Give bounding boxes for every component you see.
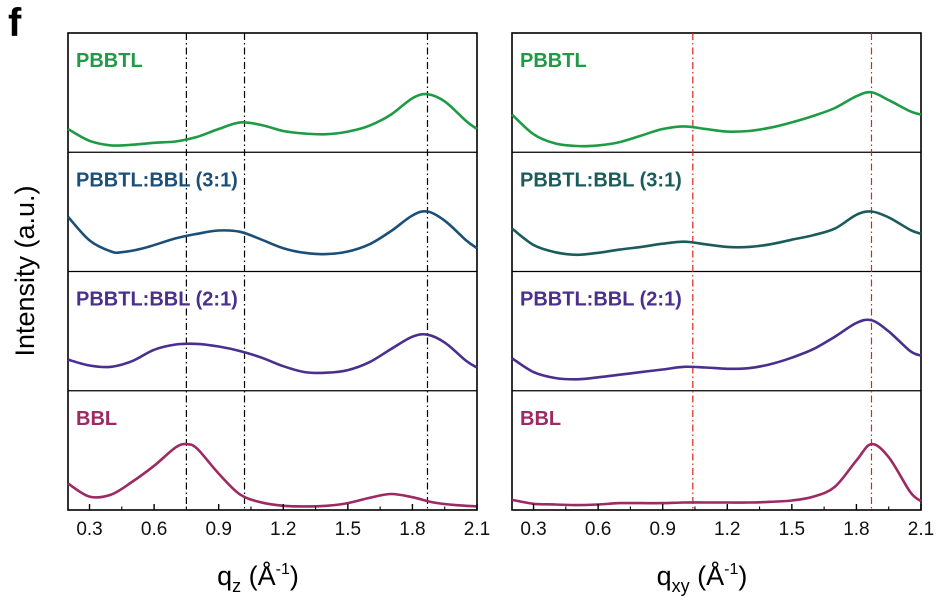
x-tick-label: 1.5	[335, 519, 361, 540]
x-tick-label: 0.6	[141, 519, 167, 540]
series-label: PBBTL	[76, 50, 143, 72]
x-axis-label-qz-sub: z	[232, 576, 241, 596]
series-line	[511, 210, 922, 257]
x-tick-label: 0.3	[76, 519, 102, 540]
x-axis-label-qxy-base: q	[657, 561, 672, 591]
panel-letter: f	[8, 1, 22, 45]
x-tick-label: 1.2	[714, 519, 740, 540]
x-axis-label-qxy: qxy (Å-1)	[657, 560, 748, 596]
x-axis-label-qz-unit: (Å	[241, 560, 276, 591]
series-label: PBBTL:BBL (2:1)	[520, 289, 682, 311]
x-axis-label-qxy-sup: -1	[724, 561, 738, 578]
x-axis-label-qxy-sub: xy	[672, 576, 690, 596]
series-line	[511, 90, 922, 148]
series-label: PBBTL	[520, 50, 587, 72]
x-tick-label: 0.3	[520, 519, 546, 540]
series-line	[511, 318, 922, 381]
x-axis-label-qz-base: q	[217, 561, 232, 591]
chart-qz: PBBTL PBBTL:BBL (3:1) PBBTL:BBL (2:1) BBL 0.…	[67, 32, 490, 540]
x-axis-label-qz-sup: -1	[276, 561, 290, 578]
series-line	[67, 332, 478, 375]
x-axis-label-qz-close: )	[290, 561, 299, 591]
x-tick-label: 0.9	[649, 519, 675, 540]
x-tick-label: 1.8	[399, 519, 425, 540]
x-tick-label: 0.9	[205, 519, 231, 540]
x-tick-label: 2.1	[908, 519, 934, 540]
x-axis-label-qxy-unit: (Å	[690, 560, 725, 591]
x-axis-label-qz: qz (Å-1)	[217, 560, 299, 596]
series-line	[67, 442, 478, 508]
x-tick-label: 1.8	[843, 519, 869, 540]
x-axis-label-qxy-close: )	[738, 561, 747, 591]
series-line	[67, 92, 478, 147]
x-tick-label: 1.2	[270, 519, 296, 540]
chart-qxy: PBBTL PBBTL:BBL (3:1) PBBTL:BBL (2:1) BBL 0.…	[511, 32, 934, 540]
series-line	[67, 209, 478, 256]
series-label: PBBTL:BBL (2:1)	[76, 289, 238, 311]
series-label: BBL	[76, 408, 117, 430]
x-tick-label: 2.1	[464, 519, 490, 540]
series-label: PBBTL:BBL (3:1)	[520, 169, 682, 191]
series-label: BBL	[520, 408, 561, 430]
series-label: PBBTL:BBL (3:1)	[76, 169, 238, 191]
series-line	[511, 442, 922, 507]
x-tick-label: 1.5	[779, 519, 805, 540]
y-axis-label: Intensity (a.u.)	[10, 185, 40, 356]
x-tick-label: 0.6	[585, 519, 611, 540]
